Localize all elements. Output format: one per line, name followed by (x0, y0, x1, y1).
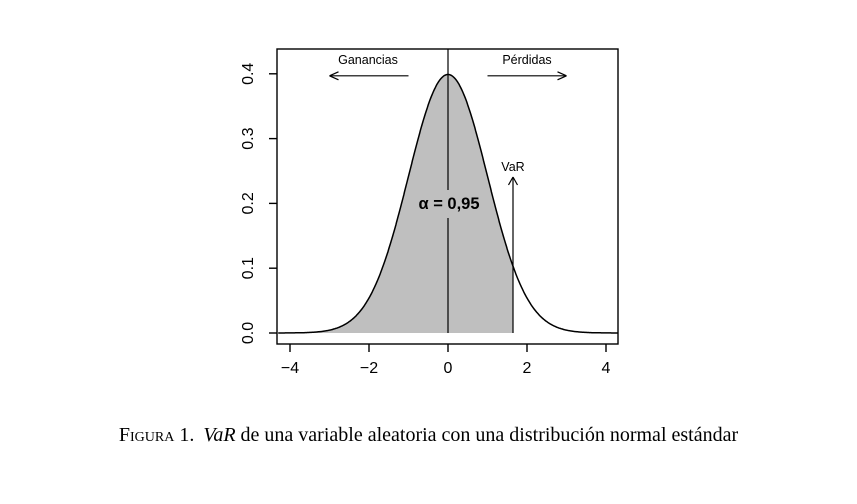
density-curve (278, 73, 618, 334)
plot-geometry: −4 −2 0 2 4 0.0 0.1 0.2 0.3 0.4 (240, 49, 618, 377)
x-tick-label: 2 (523, 360, 532, 377)
x-tick-label: 4 (602, 360, 611, 377)
figure-caption: Figura 1. VaR de una variable aleatoria c… (0, 424, 857, 447)
x-tick-label: 0 (444, 360, 453, 377)
left-arrowhead (329, 75, 339, 81)
var-arrowhead (507, 176, 514, 186)
x-tick-label: −2 (360, 360, 378, 377)
left-arrowhead (329, 71, 339, 77)
alpha-level-label: α = 0,95 (418, 195, 479, 213)
y-tick-label: 0.4 (240, 63, 257, 85)
right-arrowhead (557, 75, 567, 81)
plot-svg: −4 −2 0 2 4 0.0 0.1 0.2 0.3 0.4 Ganancias Pérdida… (240, 48, 619, 377)
var-label: VaR (501, 160, 524, 174)
plot-frame (276, 48, 619, 345)
right-arrowhead (557, 71, 567, 77)
caption-text: de una variable aleatoria con una distri… (240, 424, 739, 446)
y-tick-label: 0.1 (240, 257, 257, 279)
gains-label: Ganancias (338, 53, 398, 67)
y-tick-label: 0.2 (240, 192, 257, 214)
caption-var-term: VaR (203, 424, 236, 446)
caption-number: Figura 1. (118, 424, 195, 446)
x-tick-label: −4 (281, 360, 299, 377)
losses-label: Pérdidas (502, 53, 551, 67)
var-distribution-chart: −4 −2 0 2 4 0.0 0.1 0.2 0.3 0.4 Ganancias Pérdida… (240, 48, 619, 377)
var-arrowhead (512, 176, 519, 186)
shaded-probability-area (278, 74, 513, 333)
y-tick-label: 0.3 (240, 127, 257, 149)
y-tick-label: 0.0 (240, 322, 257, 344)
